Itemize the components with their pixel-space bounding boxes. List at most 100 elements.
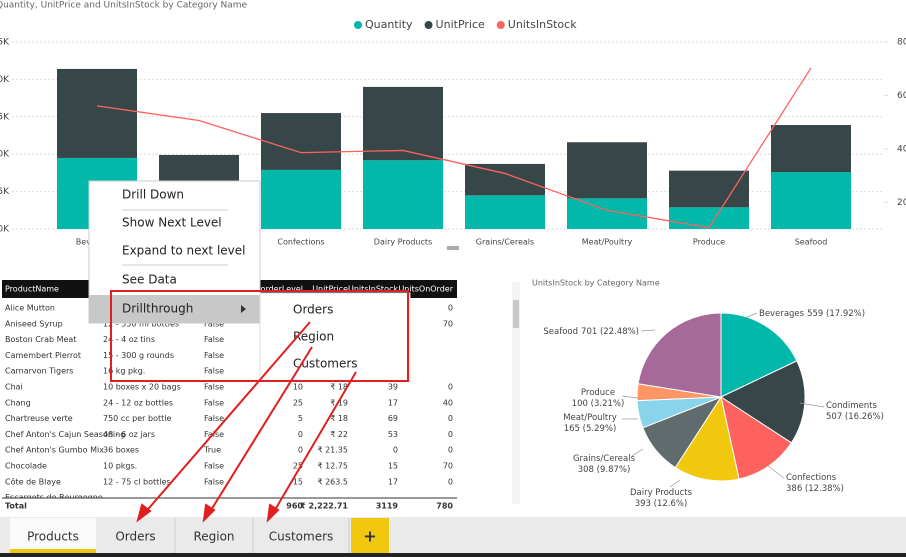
pie-label-value: 100 (3.21%) bbox=[572, 399, 625, 409]
pie-slice bbox=[720, 312, 798, 398]
pie-label: Produce 100 (3.21%) bbox=[572, 388, 625, 409]
table-cell: 0 bbox=[448, 414, 453, 423]
combo-chart: 0K 5K 10K 15K 20K 25K 20 40 60 80 Quantity UnitPric… bbox=[0, 18, 906, 247]
scrollbar-track bbox=[512, 282, 520, 504]
pie-label-value: 559 (17.92%) bbox=[807, 309, 865, 319]
table-cell: False bbox=[204, 462, 224, 471]
combo-title: Quantity, UnitPrice and UnitsInStock by … bbox=[0, 1, 248, 11]
bottom-strip bbox=[0, 553, 906, 557]
pie-label-value: 701 (22.48%) bbox=[581, 327, 639, 337]
y-tick-label: 15K bbox=[0, 112, 10, 122]
table-cell: True bbox=[203, 446, 221, 455]
table-cell: 70 bbox=[443, 462, 453, 471]
total-cell: Total bbox=[5, 502, 27, 511]
table-cell: False bbox=[204, 414, 224, 423]
table-cell: Chang bbox=[5, 398, 31, 407]
table-cell: 15 - 300 g rounds bbox=[103, 351, 174, 360]
table-cell: 0 bbox=[448, 383, 453, 392]
pie-chart: UnitsInStock by Category Name Beverages 5… bbox=[532, 279, 884, 509]
leader-line bbox=[669, 479, 681, 488]
table-cell: 0 bbox=[393, 446, 398, 455]
pie-slice bbox=[674, 395, 740, 482]
table-cell: Côte de Blaye bbox=[5, 476, 61, 486]
table-cell: 750 cc per bottle bbox=[103, 414, 171, 423]
line-series bbox=[96, 67, 812, 229]
x-tick-label: Meat/Poultry bbox=[582, 238, 633, 247]
total-cell: 3119 bbox=[376, 502, 399, 511]
table-cell: False bbox=[204, 383, 224, 392]
y-tick-label: 10K bbox=[0, 150, 10, 160]
y2-tick-label: 40 bbox=[897, 144, 906, 154]
table-cell: 16 kg pkg. bbox=[103, 367, 145, 376]
table-visual: ProductName ReorderLevel UnitPrice UnitsInS… bbox=[2, 280, 520, 514]
table-cell: 53 bbox=[388, 430, 398, 439]
column-header: UnitPrice bbox=[312, 285, 348, 294]
submenu-arrow bbox=[241, 305, 246, 313]
x-tick-label: Grains/Cereals bbox=[476, 238, 534, 247]
table-cell: Chocolade bbox=[5, 462, 47, 471]
scrollbar-thumb bbox=[513, 300, 519, 328]
x-tick-label: Dairy Products bbox=[374, 238, 432, 247]
pie-label: Seafood 701 (22.48%) bbox=[543, 327, 639, 337]
resize-grip bbox=[447, 246, 459, 250]
tab-label[interactable]: Products bbox=[27, 530, 79, 544]
table-cell: Chef Anton's Gumbo Mix bbox=[5, 446, 104, 455]
bar bbox=[771, 125, 851, 173]
y-tick-label: 5K bbox=[0, 187, 10, 197]
table-cell: Camembert Pierrot bbox=[5, 351, 81, 360]
menu-item: See Data bbox=[122, 273, 177, 287]
submenu-item: Orders bbox=[293, 303, 333, 317]
table-cell: ₹ 18 bbox=[330, 383, 348, 392]
legend-marker bbox=[354, 21, 362, 29]
tab-label[interactable]: Customers bbox=[269, 530, 334, 544]
table-cell: 24 - 12 oz bottles bbox=[103, 398, 173, 407]
table-cell: 48 - 6 oz jars bbox=[103, 430, 155, 439]
pie-label-value: 507 (16.26%) bbox=[826, 412, 884, 422]
column-header: UnitsInStock bbox=[348, 285, 398, 294]
table-cell: False bbox=[204, 398, 224, 407]
bar bbox=[57, 68, 137, 158]
context-menu: Drill Down Show Next Level Expand to next … bbox=[88, 180, 411, 382]
menu-item: Drillthrough bbox=[122, 302, 193, 316]
table-cell: 10 pkgs. bbox=[103, 462, 137, 471]
table-cell: 15 bbox=[388, 462, 398, 471]
arrow bbox=[271, 371, 357, 516]
tab-active bbox=[10, 518, 96, 553]
table-cell: 12 - 75 cl bottles bbox=[103, 477, 171, 486]
legend-label: Quantity bbox=[365, 18, 413, 31]
table-cell: Chai bbox=[5, 383, 23, 392]
leader-line bbox=[631, 448, 644, 457]
pie-label-category: Seafood bbox=[543, 327, 578, 337]
table-cell: 15 bbox=[293, 477, 303, 486]
total-row-bg bbox=[2, 498, 457, 514]
pie-label: Meat/Poultry 165 (5.29%) bbox=[563, 413, 617, 434]
table-cell: False bbox=[204, 335, 224, 344]
y2-tick-label: 20 bbox=[897, 198, 906, 208]
table-cell: 70 bbox=[443, 319, 453, 328]
table-cell: 0 bbox=[298, 430, 303, 439]
table-cell: 12 - 550 ml bottles bbox=[103, 319, 179, 328]
total-cell: ₹ 2,222.71 bbox=[300, 502, 348, 511]
y-tick-label: 20K bbox=[0, 75, 10, 85]
pie-label-category: Dairy Products bbox=[630, 488, 693, 498]
table-cell: 0 bbox=[448, 430, 453, 439]
tab-label[interactable]: Region bbox=[193, 530, 234, 544]
add-page-label[interactable]: + bbox=[363, 527, 376, 546]
submenu-item: Region bbox=[293, 330, 334, 344]
leader-line bbox=[799, 402, 825, 408]
tab-label[interactable]: Orders bbox=[115, 530, 155, 544]
pie-label: Condiments 507 (16.26%) bbox=[826, 401, 884, 422]
column-header: UnitsOnOrder bbox=[398, 285, 453, 294]
menu-item: Drill Down bbox=[122, 188, 184, 202]
table-cell: 0 bbox=[298, 446, 303, 455]
bar bbox=[771, 172, 851, 229]
pie-label-category: Condiments bbox=[826, 401, 878, 411]
bar bbox=[363, 86, 443, 161]
bar bbox=[669, 207, 749, 229]
arrow bbox=[142, 321, 311, 516]
table-cell: ₹ 19 bbox=[330, 398, 348, 407]
table-cell: Chef Anton's Cajun Seasoning bbox=[5, 430, 125, 439]
x-tick-label: Seafood bbox=[795, 238, 828, 247]
leader-line bbox=[767, 465, 785, 479]
arrow-head bbox=[202, 503, 216, 523]
